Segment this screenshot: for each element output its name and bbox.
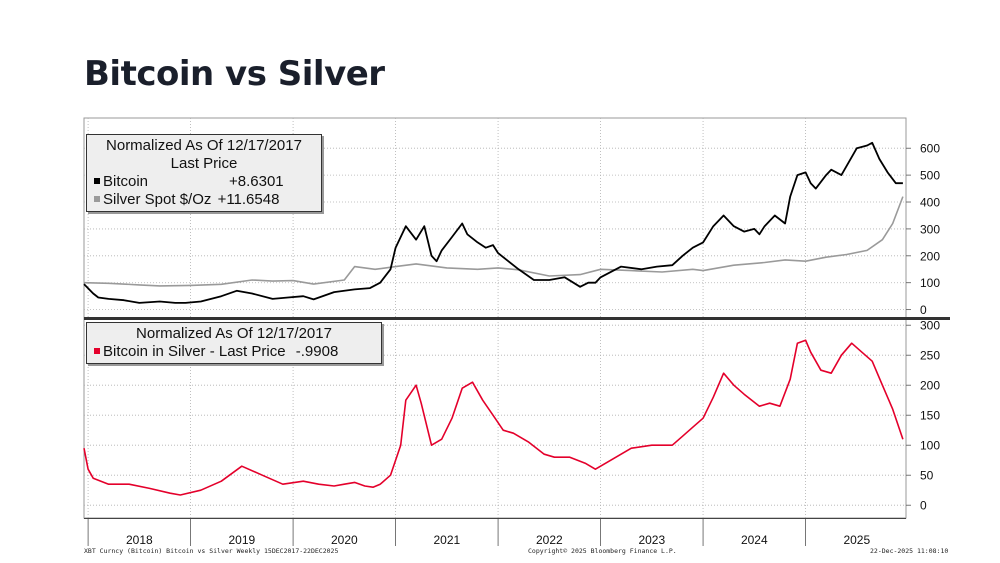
y-tick-label: 300	[920, 222, 940, 236]
x-tick-label: 2019	[228, 533, 255, 547]
footer-timestamp: 22-Dec-2025 11:08:10	[870, 547, 949, 555]
x-tick-label: 2021	[433, 533, 460, 547]
x-tick-label: 2023	[638, 533, 665, 547]
legend-top-subtitle: Last Price	[170, 155, 238, 172]
legend-value: +11.6548	[217, 191, 280, 208]
silver-series-line	[83, 196, 904, 287]
legend-bottom-title: Normalized As Of 12/17/2017	[136, 325, 332, 342]
legend-top: Normalized As Of 12/17/2017 Last Price B…	[86, 134, 322, 212]
legend-label: Silver Spot $/Oz	[103, 191, 212, 208]
x-tick-label: 2025	[843, 533, 870, 547]
series-lines	[83, 141, 904, 496]
y-tick-label: 300	[920, 319, 940, 333]
y-tick-label: 500	[920, 169, 940, 183]
y-tick-label: 100	[920, 439, 940, 453]
footer-copyright: Copyright© 2025 Bloomberg Finance L.P.	[528, 547, 677, 555]
bitcoin-series-line	[83, 141, 903, 304]
legend-label: Bitcoin	[103, 173, 149, 190]
y-tick-label: 400	[920, 196, 940, 210]
legend-item-ratio: Bitcoin in Silver - Last Price -.9908	[94, 343, 374, 361]
y-tick-label: 0	[920, 499, 927, 513]
legend-bottom: Normalized As Of 12/17/2017 Bitcoin in S…	[86, 322, 382, 364]
legend-label: Bitcoin in Silver - Last Price	[103, 343, 286, 360]
x-tick-label: 2022	[536, 533, 563, 547]
y-tick-label: 250	[920, 349, 940, 363]
legend-value: -.9908	[295, 343, 339, 360]
y-tick-label: 600	[920, 142, 940, 156]
ratio-swatch	[94, 348, 100, 355]
y-tick-label: 50	[920, 469, 934, 483]
silver-swatch	[94, 196, 100, 203]
legend-top-title: Normalized As Of 12/17/2017	[106, 137, 302, 154]
y-axis-bottom: 0 50 100 150 200 250 300	[906, 319, 940, 513]
y-tick-label: 150	[920, 409, 940, 423]
y-tick-label: 0	[920, 303, 927, 317]
x-tick-label: 2020	[331, 533, 358, 547]
legend-value: +8.6301	[229, 173, 284, 190]
y-axis-top: 0 100 200 300 400 500 600	[906, 142, 940, 317]
bitcoin-swatch	[94, 178, 100, 185]
page-title: Bitcoin vs Silver	[84, 54, 385, 94]
legend-item-silver: Silver Spot $/Oz +11.6548	[94, 191, 314, 209]
y-tick-label: 200	[920, 249, 940, 263]
y-tick-label: 100	[920, 276, 940, 290]
y-tick-label: 200	[920, 379, 940, 393]
x-axis: 2018 2019 2020 2021 2022 2023 2024 2025	[84, 518, 906, 547]
grid-lines	[84, 118, 906, 518]
x-tick-label: 2024	[741, 533, 768, 547]
legend-item-bitcoin: Bitcoin +8.6301	[94, 173, 314, 191]
bitcoin-in-silver-series-line	[83, 339, 904, 496]
footer-source: XBT Curncy (Bitcoin) Bitcoin vs Silver W…	[84, 547, 339, 555]
x-tick-label: 2018	[126, 533, 153, 547]
